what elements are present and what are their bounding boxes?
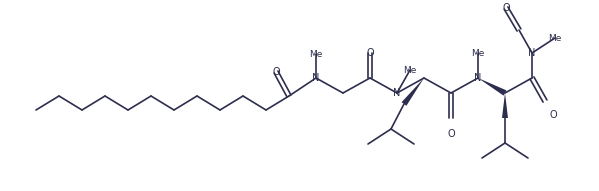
Text: Me: Me xyxy=(403,66,417,74)
Text: O: O xyxy=(447,129,455,139)
Text: N: N xyxy=(474,73,482,83)
Text: Me: Me xyxy=(309,49,323,58)
Polygon shape xyxy=(502,93,508,118)
Text: O: O xyxy=(272,67,280,77)
Polygon shape xyxy=(478,78,507,96)
Text: Me: Me xyxy=(548,33,562,43)
Polygon shape xyxy=(401,78,424,106)
Text: O: O xyxy=(549,110,557,120)
Text: Me: Me xyxy=(471,49,485,57)
Text: O: O xyxy=(366,48,374,58)
Text: N: N xyxy=(394,88,401,98)
Text: N: N xyxy=(528,48,536,58)
Text: O: O xyxy=(502,3,510,13)
Text: N: N xyxy=(312,73,320,83)
